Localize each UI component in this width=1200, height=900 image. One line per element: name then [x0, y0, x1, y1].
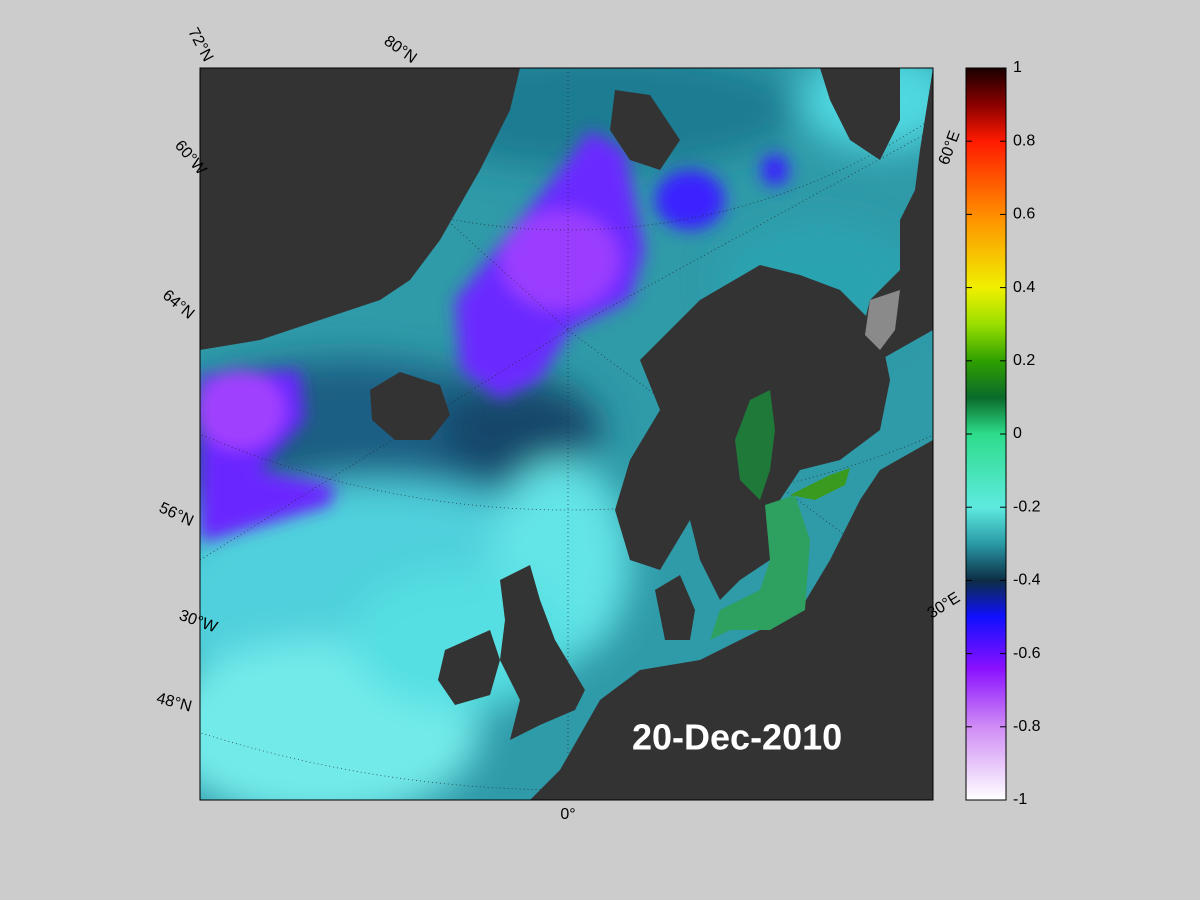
map: 20-Dec-2010: [200, 68, 933, 800]
colorbar-tick-label: -0.2: [1013, 498, 1041, 515]
date-label: 20-Dec-2010: [632, 717, 842, 758]
map-frame: [199, 67, 934, 801]
colorbar-tick-label: -0.8: [1013, 718, 1041, 735]
colorbar-tick-label: 0.4: [1013, 279, 1035, 296]
lat-label: 72°N: [184, 25, 216, 65]
colorbar-tick-label: -1: [1013, 791, 1027, 808]
colorbar-tick-label: -0.6: [1013, 645, 1041, 662]
colorbar-tick-label: 0: [1013, 425, 1022, 442]
lat-label: 56°N: [156, 499, 196, 530]
lat-label: 80°N: [381, 33, 420, 67]
colorbar-tick-label: 1: [1013, 59, 1022, 76]
colorbar: 1 0.8 0.6 0.4 0.2 0 -0.2 -0.4 -0.6 -0.8 -1: [965, 59, 1041, 808]
lat-label: 64°N: [159, 287, 197, 323]
baltic: [710, 390, 850, 640]
colorbar-tick-label: 0.2: [1013, 352, 1035, 369]
colorbar-tick-label: -0.4: [1013, 572, 1041, 589]
ice: [865, 290, 900, 350]
colorbar-tick-label: 0.6: [1013, 206, 1035, 223]
lat-label: 48°N: [155, 690, 194, 716]
lon-label: 0°: [560, 806, 575, 823]
lon-label: 60°E: [936, 129, 964, 168]
colorbar-tick-label: 0.8: [1013, 132, 1035, 149]
negative-anomaly: [200, 130, 789, 540]
